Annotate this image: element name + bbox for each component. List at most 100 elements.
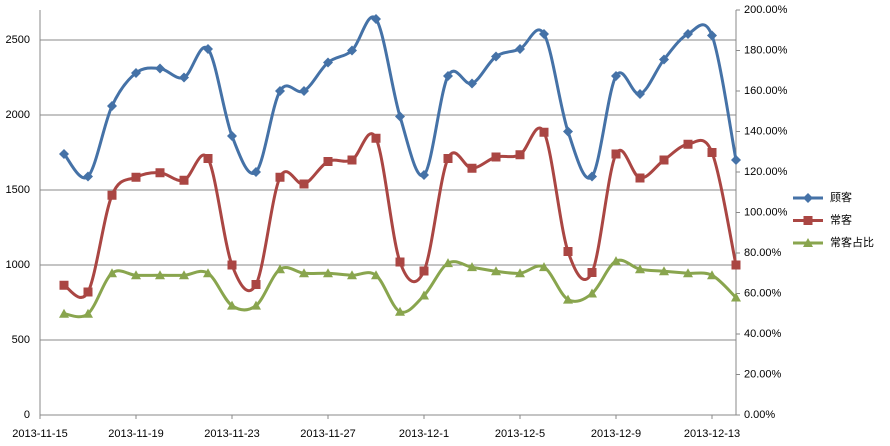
data-point bbox=[731, 260, 741, 270]
data-point bbox=[515, 268, 525, 278]
data-point bbox=[419, 290, 429, 300]
data-point bbox=[515, 150, 525, 160]
data-point bbox=[467, 78, 477, 89]
data-point bbox=[395, 306, 405, 316]
data-point bbox=[491, 266, 501, 276]
data-point bbox=[443, 71, 453, 81]
data-point bbox=[155, 270, 165, 280]
data-point bbox=[419, 170, 429, 180]
data-point bbox=[635, 173, 645, 183]
data-point bbox=[731, 155, 741, 165]
x-tick-label: 2013-11-15 bbox=[12, 428, 67, 440]
data-point bbox=[203, 154, 213, 163]
data-point bbox=[683, 29, 693, 39]
data-point bbox=[251, 167, 261, 177]
data-point bbox=[539, 29, 549, 39]
data-point bbox=[707, 270, 717, 280]
y-tick-label: 500 bbox=[12, 334, 30, 346]
data-point bbox=[179, 270, 189, 280]
y2-tick-label: 160.00% bbox=[744, 85, 788, 97]
data-point bbox=[539, 127, 549, 137]
data-point bbox=[131, 172, 141, 182]
data-point bbox=[611, 149, 621, 159]
data-point bbox=[395, 111, 405, 122]
data-point bbox=[371, 133, 381, 143]
data-point bbox=[131, 270, 141, 280]
y2-tick-label: 120.00% bbox=[744, 166, 788, 178]
legend-marker bbox=[803, 193, 813, 203]
data-point bbox=[659, 266, 669, 276]
y-tick-label: 2000 bbox=[6, 109, 30, 121]
data-point bbox=[707, 30, 717, 41]
data-point bbox=[323, 57, 333, 68]
x-tick-label: 2013-11-23 bbox=[204, 428, 259, 440]
data-point bbox=[395, 257, 405, 267]
data-point bbox=[587, 268, 597, 277]
data-point bbox=[443, 258, 453, 268]
data-point bbox=[179, 175, 189, 185]
data-point bbox=[299, 179, 309, 189]
data-point bbox=[635, 264, 645, 274]
data-point bbox=[323, 268, 333, 278]
data-point bbox=[83, 171, 93, 182]
data-point bbox=[203, 44, 213, 54]
data-point bbox=[83, 287, 93, 297]
data-point bbox=[107, 190, 117, 200]
data-point bbox=[275, 86, 285, 96]
data-point bbox=[611, 256, 621, 266]
data-point bbox=[467, 163, 477, 173]
data-point bbox=[251, 280, 261, 289]
data-point bbox=[347, 45, 357, 56]
data-point bbox=[251, 300, 261, 310]
y2-tick-label: 0.00% bbox=[744, 409, 775, 421]
data-point bbox=[563, 294, 573, 304]
data-point bbox=[491, 51, 501, 62]
data-point bbox=[467, 262, 477, 272]
data-point bbox=[707, 148, 717, 157]
data-point bbox=[491, 152, 501, 162]
x-tick-label: 2013-12-5 bbox=[495, 428, 545, 440]
data-point bbox=[683, 139, 693, 149]
y2-tick-label: 140.00% bbox=[744, 125, 788, 137]
x-tick-label: 2013-11-19 bbox=[108, 428, 163, 440]
data-point bbox=[635, 89, 645, 99]
data-point bbox=[107, 101, 117, 111]
series-line bbox=[63, 126, 738, 299]
legend-marker bbox=[803, 216, 813, 225]
data-point bbox=[515, 44, 525, 54]
data-point bbox=[59, 280, 69, 290]
y-tick-label: 1500 bbox=[6, 184, 30, 196]
data-point bbox=[227, 300, 237, 310]
data-point bbox=[347, 270, 357, 280]
y2-tick-label: 40.00% bbox=[744, 328, 782, 340]
data-point bbox=[563, 126, 573, 137]
legend-label: 常客 bbox=[830, 212, 852, 226]
data-point bbox=[299, 268, 309, 278]
x-tick-label: 2013-12-1 bbox=[399, 428, 449, 440]
data-point bbox=[83, 308, 93, 318]
x-tick-label: 2013-12-13 bbox=[684, 428, 740, 440]
data-point bbox=[131, 68, 141, 78]
data-point bbox=[731, 292, 741, 302]
legend-label: 顾客 bbox=[830, 190, 852, 204]
data-point bbox=[587, 171, 597, 182]
y2-tick-label: 180.00% bbox=[744, 44, 788, 56]
data-point bbox=[347, 155, 357, 165]
data-point bbox=[155, 63, 165, 74]
data-point bbox=[563, 247, 573, 256]
data-point bbox=[203, 268, 213, 278]
y2-tick-label: 100.00% bbox=[744, 206, 788, 218]
data-point bbox=[107, 268, 117, 278]
data-point bbox=[371, 270, 381, 280]
data-point bbox=[227, 131, 237, 141]
data-point bbox=[371, 14, 381, 24]
data-point bbox=[443, 154, 453, 163]
y-tick-label: 2500 bbox=[6, 34, 30, 46]
x-tick-label: 2013-12-9 bbox=[591, 428, 641, 440]
data-point bbox=[683, 268, 693, 278]
legend-marker bbox=[803, 238, 813, 247]
data-point bbox=[587, 288, 597, 298]
y-tick-label: 1000 bbox=[6, 259, 30, 271]
